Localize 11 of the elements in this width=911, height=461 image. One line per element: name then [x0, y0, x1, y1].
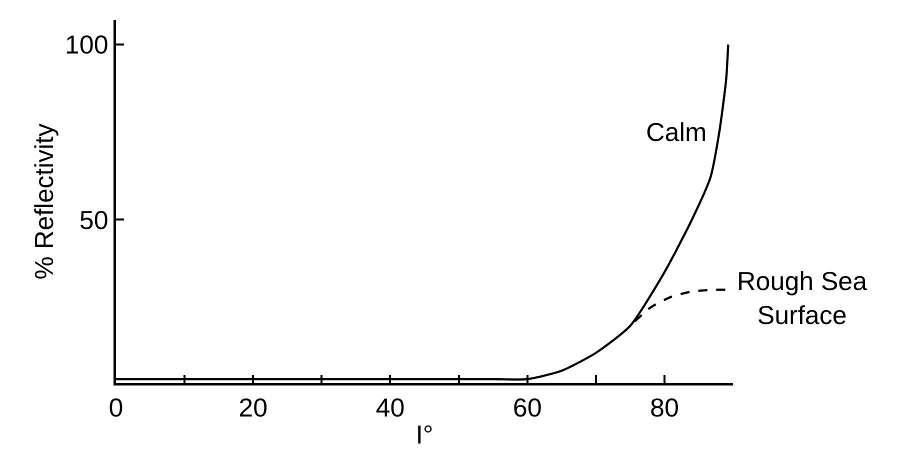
y-tick-label: 50 — [79, 204, 108, 235]
series-label: Calm — [646, 117, 707, 147]
series-label: Rough Sea Surface — [737, 266, 868, 330]
x-tick-label: 0 — [108, 392, 124, 423]
x-axis-title: I° — [416, 420, 434, 450]
y-axis-title: % Reflectivity — [29, 123, 60, 280]
x-tick-label: 80 — [650, 392, 679, 423]
y-tick-label: 100 — [64, 30, 108, 60]
x-tick-label: 20 — [238, 392, 268, 423]
x-tick-label: 40 — [376, 392, 405, 423]
x-tick-label: 60 — [512, 392, 542, 423]
